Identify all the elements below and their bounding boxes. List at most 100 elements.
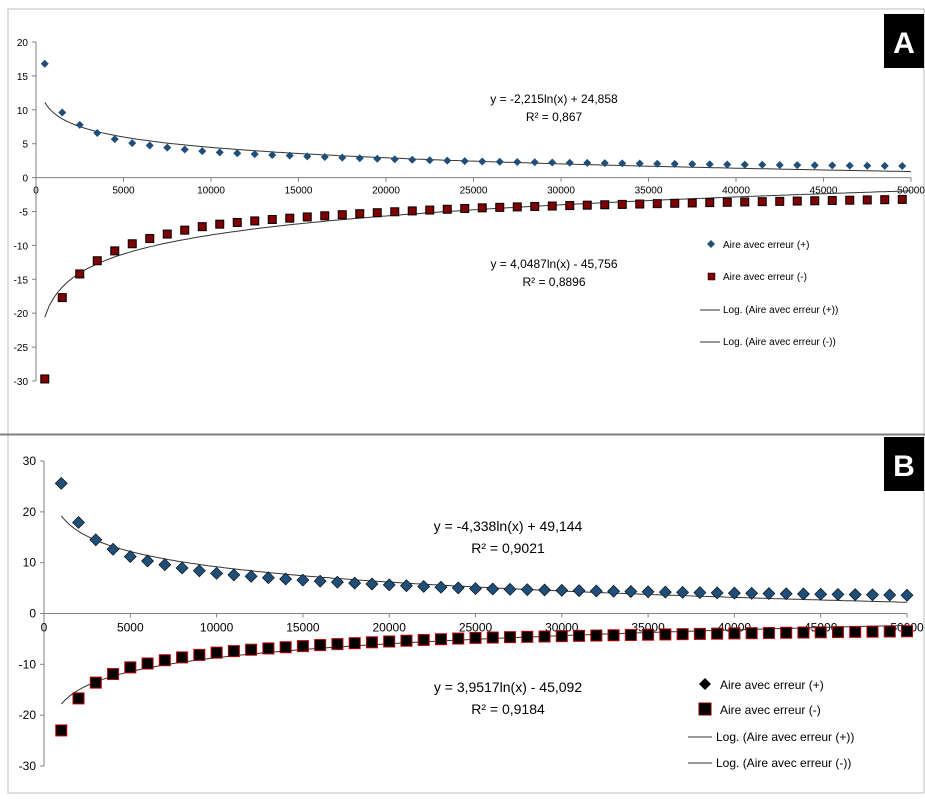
marker-minus [141,657,154,670]
marker-plus [338,153,347,162]
marker-minus [417,633,430,646]
marker-plus [400,579,413,593]
x-tick-label: 30000 [545,621,579,635]
marker-minus [40,374,50,384]
x-tick-label: 0 [33,186,39,197]
marker-plus [443,156,452,165]
x-tick-label: 50000 [897,186,925,197]
y-tick-label: 15 [17,72,29,83]
marker-plus [244,569,258,583]
marker-plus [460,157,469,166]
marker-plus [261,571,275,585]
legend-a-log-plus-label: Log. (Aire avec erreur (+)) [723,305,838,316]
panel-a-equation-plus: y = -2,215ln(x) + 24,858 [490,92,618,106]
marker-plus [572,584,586,598]
x-tick-label: 5000 [117,621,144,635]
marker-minus [797,626,810,639]
marker-plus [495,157,504,166]
marker-minus [530,201,540,211]
marker-minus [582,200,592,210]
marker-minus [89,676,102,689]
panel-b-equation-minus: y = 3,9517ln(x) - 45,092 [434,679,582,695]
y-tick-label: -30 [19,759,37,773]
marker-minus [670,198,680,208]
marker-plus [583,158,592,167]
legend-a-plus-label: Aire avec erreur (+) [723,240,809,251]
marker-plus [607,584,621,598]
marker-plus [417,580,431,593]
marker-minus [810,196,820,206]
marker-minus [215,219,225,229]
marker-plus [797,587,810,601]
marker-plus [158,558,172,572]
marker-plus [330,575,344,589]
marker-plus [618,159,627,168]
marker-minus [425,205,435,215]
marker-minus [110,246,120,256]
marker-plus [320,153,329,162]
marker-minus [705,198,715,208]
marker-plus [145,141,154,150]
marker-plus [303,152,312,161]
panel-a-equation-minus: y = 4,0487ln(x) - 45,756 [490,257,617,271]
marker-minus [728,627,741,640]
marker-minus [72,692,85,705]
marker-plus [740,160,749,169]
marker-minus [267,215,277,225]
marker-plus [676,585,690,599]
marker-plus [814,587,828,601]
y-tick-label: 10 [17,106,29,117]
marker-minus [486,631,499,644]
marker-minus [775,196,785,206]
panel-a-legend: Aire avec erreur (+) Aire avec erreur (-… [700,240,838,348]
marker-plus [192,564,206,578]
marker-minus [722,197,732,207]
marker-plus [478,157,487,166]
marker-minus [901,625,913,638]
marker-plus [54,476,68,490]
panel-b-r2-plus: R² = 0,9021 [471,540,545,556]
panel-a-markers [40,59,907,384]
marker-minus [538,630,551,643]
marker-minus [521,630,534,643]
marker-minus [337,210,347,220]
marker-plus [348,576,362,590]
marker-plus [58,108,67,117]
marker-plus [779,587,793,601]
marker-plus [175,561,189,575]
marker-plus [250,150,259,159]
marker-plus [727,586,741,600]
marker-plus [355,154,364,163]
marker-minus [127,239,137,249]
marker-plus [828,161,837,170]
panel-a-badge-text: A [893,27,915,60]
y-tick-label: 0 [22,174,28,185]
marker-plus [831,587,845,601]
marker-plus [141,554,154,568]
marker-minus [477,203,487,213]
trendline-plus [60,515,908,603]
x-tick-label: 10000 [197,186,225,197]
marker-plus [641,585,655,599]
marker-minus [676,628,689,641]
y-tick-label: -30 [14,377,29,388]
panel-b-markers [54,476,914,737]
marker-plus [198,147,207,156]
x-tick-label: 45000 [810,186,838,197]
panel-a-r2-minus: R² = 0,8896 [522,275,585,289]
marker-plus [425,156,434,165]
marker-plus [810,161,819,170]
marker-plus [530,158,539,167]
marker-plus [279,572,293,586]
marker-minus [590,629,603,642]
marker-minus [757,197,767,207]
panel-b-r2-minus: R² = 0,9184 [471,701,545,717]
legend-b-log-plus-label: Log. (Aire avec erreur (+)) [716,730,854,744]
marker-minus [617,199,627,209]
marker-plus [382,578,396,592]
marker-plus [705,160,714,169]
legend-b-minus-label: Aire avec erreur (-) [720,703,821,717]
marker-minus [193,648,206,661]
y-tick-label: 20 [23,505,37,519]
y-tick-label: -5 [19,208,28,219]
